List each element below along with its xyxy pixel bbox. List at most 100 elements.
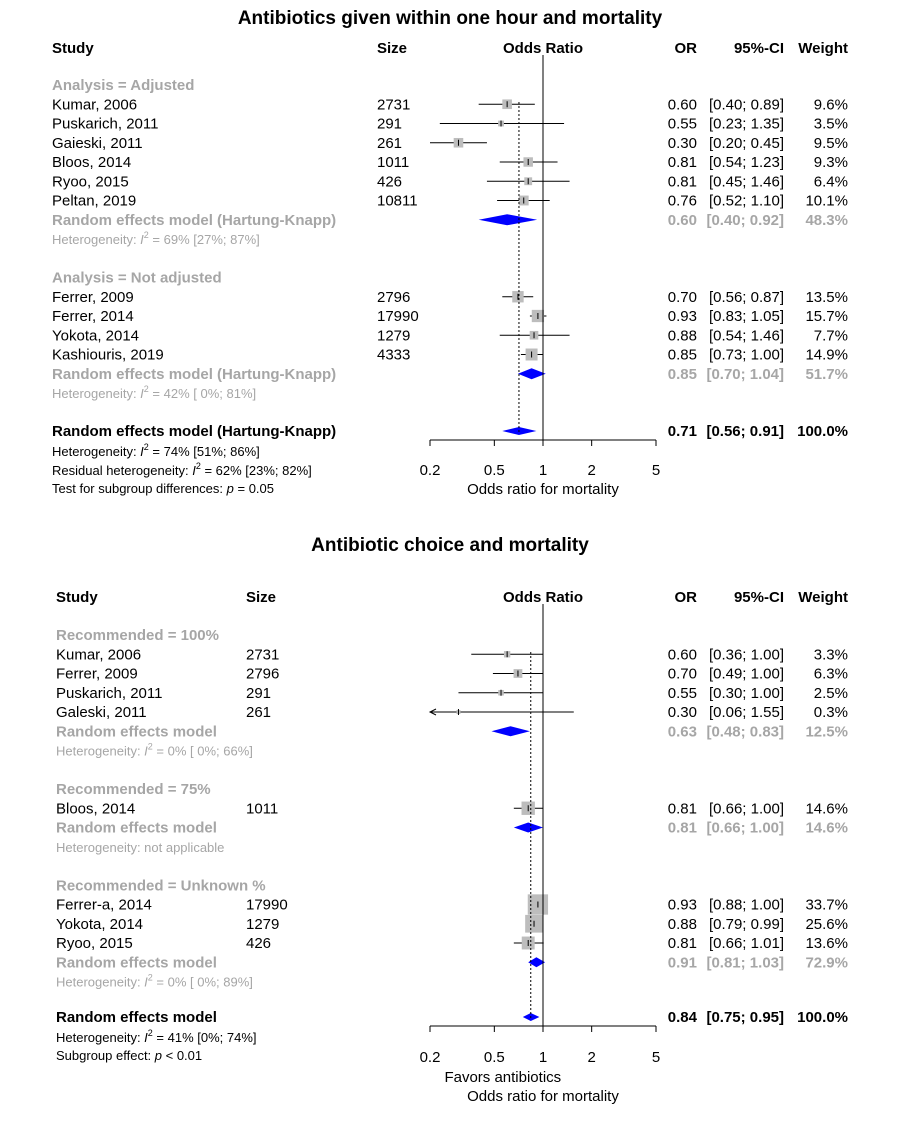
study-ci: [0.79; 0.99] (709, 916, 784, 933)
footnote: Residual heterogeneity: I2 = 62% [23%; 8… (52, 461, 312, 478)
subgroup-model-ci: [0.40; 0.92] (706, 212, 784, 229)
column-header-ci: 95%-CI (734, 589, 784, 606)
study-ci: [0.52; 1.10] (709, 193, 784, 210)
column-header-ci: 95%-CI (734, 40, 784, 57)
study-or: 0.76 (668, 193, 697, 210)
study-weight: 15.7% (805, 308, 848, 325)
study-weight: 14.9% (805, 347, 848, 364)
x-axis-tick-label: 5 (652, 1049, 660, 1066)
study-or: 0.81 (668, 154, 697, 171)
study-name: Bloos, 2014 (56, 800, 135, 817)
study-weight: 10.1% (805, 193, 848, 210)
subgroup-heterogeneity: Heterogeneity: I2 = 0% [ 0%; 89%] (56, 973, 253, 990)
study-weight: 6.3% (814, 666, 848, 683)
x-axis-tick-label: 2 (587, 1049, 595, 1066)
study-name: Ryoo, 2015 (56, 935, 133, 952)
study-ci: [0.66; 1.01] (709, 935, 784, 952)
study-name: Puskarich, 2011 (52, 116, 158, 133)
study-weight: 3.5% (814, 116, 848, 133)
study-ci: [0.36; 1.00] (709, 646, 784, 663)
study-size: 261 (377, 135, 402, 152)
overall-model-weight: 100.0% (797, 423, 848, 440)
study-name: Gaieski, 2011 (52, 135, 143, 152)
x-axis-tick-label: 1 (539, 1049, 547, 1066)
study-ci: [0.23; 1.35] (709, 116, 784, 133)
column-header-or: OR (675, 589, 698, 606)
study-name: Ferrer, 2009 (56, 666, 138, 683)
subgroup-diamond (478, 214, 538, 226)
column-header-odds-ratio: Odds Ratio (503, 589, 583, 606)
subgroup-label: Recommended = Unknown % (56, 877, 266, 894)
x-axis-tick-label: 5 (652, 462, 660, 479)
column-header-or: OR (675, 40, 698, 57)
study-or: 0.81 (668, 173, 697, 190)
overall-model-weight: 100.0% (797, 1009, 848, 1026)
subgroup-model-label: Random effects model (Hartung-Knapp) (52, 212, 336, 229)
subgroup-model-label: Random effects model (Hartung-Knapp) (52, 366, 336, 383)
subgroup-model-weight: 51.7% (805, 366, 848, 383)
subgroup-model-weight: 12.5% (805, 723, 848, 740)
study-name: Yokota, 2014 (52, 327, 139, 344)
study-name: Bloos, 2014 (52, 154, 131, 171)
subgroup-model-ci: [0.70; 1.04] (706, 366, 784, 383)
subgroup-model-ci: [0.81; 1.03] (706, 954, 784, 971)
subgroup-model-or: 0.85 (668, 366, 697, 383)
study-weight: 9.3% (814, 154, 848, 171)
column-header-study: Study (52, 40, 94, 57)
study-weight: 0.3% (814, 704, 848, 721)
study-weight: 7.7% (814, 327, 848, 344)
subgroup-model-weight: 14.6% (805, 820, 848, 837)
study-or: 0.88 (668, 327, 697, 344)
subgroup-model-label: Random effects model (56, 820, 217, 837)
footnote: Heterogeneity: I2 = 41% [0%; 74%] (56, 1028, 257, 1045)
study-size: 261 (246, 704, 271, 721)
column-header-size: Size (377, 40, 407, 57)
x-axis-tick-label: 0.5 (484, 1049, 505, 1066)
subgroup-heterogeneity: Heterogeneity: I2 = 69% [27%; 87%] (52, 230, 260, 247)
subgroup-label: Recommended = 75% (56, 781, 211, 798)
subgroup-heterogeneity: Heterogeneity: I2 = 0% [ 0%; 66%] (56, 742, 253, 759)
study-ci: [0.30; 1.00] (709, 685, 784, 702)
study-weight: 9.5% (814, 135, 848, 152)
footnote: Heterogeneity: I2 = 74% [51%; 86%] (52, 442, 260, 459)
study-weight: 25.6% (805, 916, 848, 933)
footnote: Test for subgroup differences: p = 0.05 (52, 481, 274, 496)
overall-model-or: 0.71 (668, 423, 697, 440)
study-or: 0.85 (668, 347, 697, 364)
column-header-weight: Weight (798, 589, 848, 606)
subgroup-diamond (517, 368, 546, 380)
study-ci: [0.54; 1.23] (709, 154, 784, 171)
study-size: 1279 (377, 327, 410, 344)
study-ci: [0.54; 1.46] (709, 327, 784, 344)
overall-model-label: Random effects model (56, 1009, 217, 1026)
column-header-weight: Weight (798, 40, 848, 57)
study-size: 17990 (377, 308, 419, 325)
x-axis-tick-label: 2 (587, 462, 595, 479)
study-size: 426 (246, 935, 271, 952)
study-or: 0.55 (668, 685, 697, 702)
study-or: 0.81 (668, 935, 697, 952)
study-name: Kashiouris, 2019 (52, 347, 164, 364)
chart-title: Antibiotics given within one hour and mo… (238, 8, 663, 29)
study-weight: 33.7% (805, 897, 848, 914)
study-weight: 2.5% (814, 685, 848, 702)
study-name: Peltan, 2019 (52, 193, 136, 210)
study-name: Ryoo, 2015 (52, 173, 129, 190)
study-weight: 6.4% (814, 173, 848, 190)
study-size: 291 (377, 116, 402, 133)
subgroup-model-weight: 72.9% (805, 954, 848, 971)
study-ci: [0.40; 0.89] (709, 96, 784, 113)
study-size: 2731 (377, 96, 410, 113)
overall-model-ci: [0.75; 0.95] (706, 1009, 784, 1026)
study-weight: 13.5% (805, 289, 848, 306)
study-or: 0.81 (668, 800, 697, 817)
subgroup-heterogeneity: Heterogeneity: not applicable (56, 840, 224, 855)
study-weight: 9.6% (814, 96, 848, 113)
subgroup-heterogeneity: Heterogeneity: I2 = 42% [ 0%; 81%] (52, 384, 256, 401)
study-ci: [0.73; 1.00] (709, 347, 784, 364)
ci-arrow (428, 708, 437, 716)
study-size: 1011 (377, 154, 409, 171)
subgroup-model-or: 0.81 (668, 820, 697, 837)
study-size: 10811 (377, 193, 418, 210)
